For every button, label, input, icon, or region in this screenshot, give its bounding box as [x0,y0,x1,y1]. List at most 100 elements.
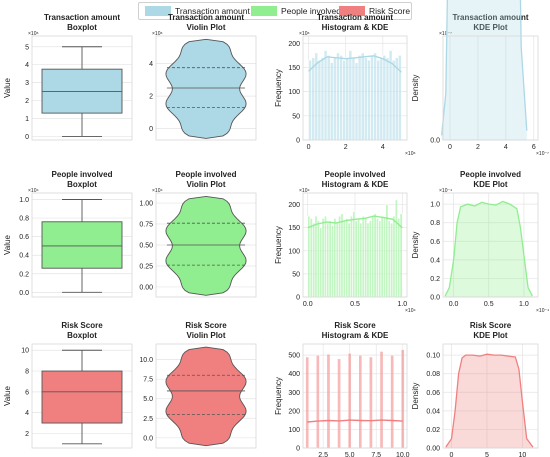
x-tick-label: 0 [307,144,311,151]
kde-line [445,353,534,448]
histogram-bar [360,52,365,141]
y-tick-label: 0.25 [139,263,153,270]
histogram-bar [339,55,343,141]
y-tick-label: 2.5 [143,416,153,423]
y-axis-label: Frequency [274,226,283,264]
y-tick-label: 100 [288,89,300,96]
subplot-title: People involved [52,170,113,179]
y-tick-label: 200 [288,408,300,415]
histogram-bar [342,220,346,298]
y-tick-label: 2 [25,431,29,438]
y-tick-label: 10 [21,348,29,355]
y-tick-label: 10.0 [139,357,153,364]
axes-frame [302,35,408,141]
y-scale-multiplier: ×10⁶ [299,31,310,37]
histogram-bar [336,52,340,141]
subplot-title: People involved [460,170,521,179]
y-tick-label: 0.0 [430,295,440,302]
violin-body [165,346,247,447]
y-tick-label: 1 [25,116,29,123]
histogram-bar [398,55,402,141]
y-tick-label: 2 [25,98,29,105]
x-tick-label: 6 [532,144,536,151]
x-tick-label: 0 [448,144,452,151]
axes-frame [31,35,133,141]
histogram-bar [354,220,358,298]
histogram-bar [320,57,325,141]
y-tick-label: 0 [296,138,300,145]
histogram-bar [385,57,390,141]
histogram-bar [345,57,350,141]
y-tick-label: 0.06 [426,390,440,397]
histogram-bar [317,59,322,141]
subplot-subtitle: Histogram & KDE [322,23,389,32]
x-tick-label: 5 [485,452,489,457]
kde-line [444,200,533,297]
subplot-title: Transaction amount [452,13,528,22]
y-tick-label: 8 [25,369,29,376]
kde-area [445,354,533,448]
subplot-title: Transaction amount [317,13,393,22]
histogram-bar [326,353,331,449]
y-tick-label: 0.0 [430,138,440,145]
x-tick-label: 10.0 [396,452,410,457]
y-axis-label: Value [3,78,12,98]
subplot-title: Risk Score [185,321,227,330]
histogram-bar [354,62,359,141]
histogram-bar [363,57,368,141]
kde-area [441,0,527,140]
box-iqr [41,370,123,424]
x-scale-multiplier: ×10⁻⁷ [536,151,549,157]
histogram-bar [373,52,377,141]
axes-frame [442,192,539,298]
kde-line [307,419,403,423]
y-tick-label: 2 [149,94,153,101]
y-tick-label: 4 [149,61,153,68]
y-tick-label: 1.0 [19,197,29,204]
y-axis-label: Density [411,383,420,410]
legend-swatch [339,6,365,16]
subplot-title: Risk Score [61,321,103,330]
subplot-title: Risk Score [334,321,376,330]
histogram-bar [394,199,398,298]
x-scale-multiplier: ×10⁻⁴ [536,308,549,314]
subplot-subtitle: Boxplot [67,23,97,32]
legend-item-transaction-amount: Transaction amount [145,5,250,17]
y-axis-label: Value [3,386,12,406]
y-scale-multiplier: ×10⁴ [299,188,310,194]
y-tick-label: 0.75 [139,222,153,229]
histogram-bar [337,358,341,449]
y-axis-label: Density [411,75,420,102]
y-scale-multiplier: ×10⁻⁷ [439,31,452,37]
histogram-bar [368,220,372,298]
x-tick-label: 4 [504,144,508,151]
kde-area [445,201,533,297]
subplot-title: Risk Score [470,321,512,330]
y-scale-multiplier: ×10⁶ [152,31,163,37]
x-tick-label: 0.5 [350,301,360,308]
y-tick-label: 0 [296,295,300,302]
histogram-bar [316,354,320,449]
legend-label: Transaction amount [175,6,250,16]
y-tick-label: 3 [25,80,29,87]
y-tick-label: 4 [25,410,29,417]
x-tick-label: 0.0 [449,301,459,308]
histogram-bar [348,50,353,141]
subplot-subtitle: Boxplot [67,331,97,340]
y-tick-label: 100 [288,248,300,255]
x-tick-label: 1.0 [519,301,529,308]
x-scale-multiplier: ×10⁶ [405,151,416,157]
histogram-bar [333,57,337,141]
y-tick-label: 300 [288,390,300,397]
histogram-bar [347,222,351,298]
y-tick-label: 0.6 [430,239,440,246]
y-axis-label: Value [3,235,12,255]
histogram-bar [309,218,313,298]
y-tick-label: 400 [288,371,300,378]
subplot-title: People involved [176,170,237,179]
